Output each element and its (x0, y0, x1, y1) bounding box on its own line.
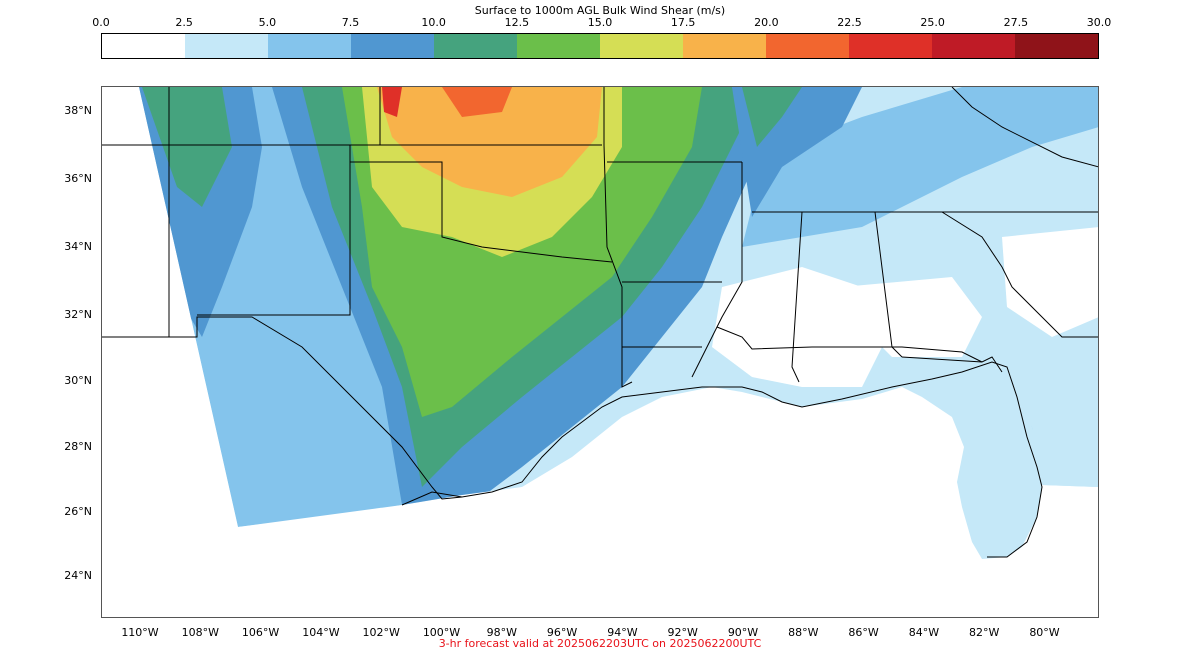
longitude-label: 94°W (607, 626, 638, 639)
colorbar-tick-label: 10.0 (421, 16, 446, 29)
colorbar-tick-label: 5.0 (258, 16, 277, 29)
latitude-label: 28°N (64, 440, 92, 453)
latitude-label: 38°N (64, 104, 92, 117)
colorbar-segment (932, 34, 1015, 58)
longitude-label: 110°W (121, 626, 159, 639)
longitude-label: 100°W (422, 626, 461, 639)
colorbar-segment (683, 34, 766, 58)
gulf-of-mexico (102, 367, 1042, 617)
longitude-label: 104°W (302, 626, 340, 639)
latitude-label: 34°N (64, 240, 92, 253)
latitude-label: 30°N (64, 374, 92, 387)
colorbar-tick-label: 0.0 (92, 16, 110, 29)
longitude-label: 86°W (848, 626, 879, 639)
longitude-label: 82°W (969, 626, 1000, 639)
colorbar-segment (102, 34, 185, 58)
latitude-label: 24°N (64, 569, 92, 582)
colorbar-segment (185, 34, 268, 58)
longitude-label: 108°W (181, 626, 219, 639)
colorbar-tick-label: 2.5 (175, 16, 193, 29)
longitude-label: 84°W (908, 626, 940, 639)
colorbar-segment (517, 34, 600, 58)
map-panel (101, 86, 1099, 618)
colorbar-tick-label: 30.0 (1086, 16, 1112, 29)
colorbar-tick-label: 22.5 (837, 16, 862, 29)
latitude-label: 32°N (64, 308, 92, 321)
colorbar-segment (849, 34, 932, 58)
colorbar-segment (766, 34, 849, 58)
colorbar-segment (434, 34, 517, 58)
longitude-label: 98°W (486, 626, 517, 639)
colorbar-tick-label: 17.5 (670, 16, 696, 29)
coastline (401, 361, 1043, 558)
colorbar-tick-label: 15.0 (587, 16, 613, 29)
colorbar-segment (600, 34, 683, 58)
colorbar (101, 33, 1099, 59)
longitude-label: 90°W (727, 626, 759, 639)
longitude-label: 96°W (546, 626, 578, 639)
political-borders (102, 87, 1098, 500)
forecast-valid-caption: 3-hr forecast valid at 2025062203UTC on … (438, 637, 762, 650)
longitude-label: 92°W (667, 626, 698, 639)
longitude-label: 80°W (1029, 626, 1060, 639)
longitude-label: 102°W (362, 626, 400, 639)
colorbar-tick-label: 27.5 (1003, 16, 1029, 29)
colorbar-tick-label: 20.0 (754, 16, 779, 29)
longitude-label: 106°W (241, 626, 280, 639)
colorbar-segment (268, 34, 351, 58)
florida-peninsula (902, 367, 1042, 559)
colorbar-segment (351, 34, 434, 58)
colorbar-segment (1015, 34, 1098, 58)
colorbar-tick-label: 7.5 (341, 16, 360, 29)
longitude-label: 88°W (788, 626, 819, 639)
colorbar-title: Surface to 1000m AGL Bulk Wind Shear (m/… (474, 4, 726, 17)
colorbar-tick-label: 25.0 (920, 16, 945, 29)
latitude-label: 36°N (64, 172, 92, 185)
latitude-label: 26°N (64, 505, 92, 518)
colorbar-tick-label: 12.5 (504, 16, 530, 29)
wind-shear-map (102, 87, 1098, 617)
